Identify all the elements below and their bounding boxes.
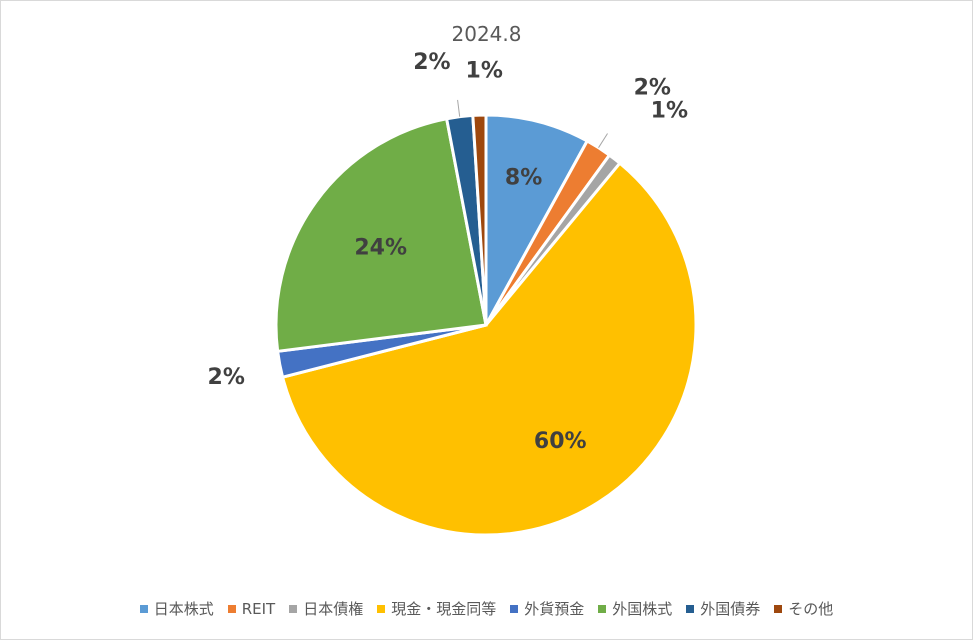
legend-label: 外国債券: [700, 600, 761, 618]
leader-lines: [457, 99, 608, 148]
legend-label: 日本株式: [153, 600, 214, 618]
data-label-7: 2%: [413, 50, 450, 75]
data-label-5: 2%: [208, 365, 245, 390]
pie-slice-8: [471, 113, 488, 326]
chart-title: 2024.8: [451, 22, 522, 46]
legend-swatch: [139, 604, 148, 613]
legend-label: その他: [788, 600, 834, 618]
pie-slice-6: [274, 116, 488, 353]
legend-item-6: 外国株式: [598, 598, 672, 619]
legend-swatch: [774, 604, 783, 613]
legend: 日本株式 REIT 日本債権 現金・現金同等 外貨預金 外国株式 外国債券 その他: [0, 598, 973, 619]
legend-swatch: [377, 604, 386, 613]
legend-swatch: [686, 604, 695, 613]
legend-swatch: [289, 604, 298, 613]
pie-slice-4: [280, 161, 698, 537]
data-label-6: 24%: [354, 235, 407, 260]
legend-label: 日本債権: [303, 600, 364, 618]
legend-swatch: [227, 604, 236, 613]
legend-swatch: [598, 604, 607, 613]
legend-item-2: REIT: [227, 599, 276, 618]
data-label-1: 8%: [505, 166, 542, 191]
legend-item-7: 外国債券: [686, 598, 760, 619]
legend-item-4: 現金・現金同等: [377, 598, 496, 619]
data-labels: 8%2%1%60%2%24%2% 1%: [208, 50, 688, 454]
legend-label: 外貨預金: [524, 600, 585, 618]
pie-slice-1: [484, 113, 590, 326]
leader-line-7: [457, 99, 461, 117]
pie-slices: [274, 113, 698, 537]
legend-item-5: 外貨預金: [510, 598, 584, 619]
data-label-3: 1%: [651, 98, 688, 123]
legend-item-3: 日本債権: [289, 598, 363, 619]
legend-item-8: その他: [774, 598, 833, 619]
data-label-4: 60%: [534, 429, 587, 454]
legend-label: 外国株式: [612, 600, 673, 618]
legend-label: REIT: [241, 599, 276, 618]
legend-item-1: 日本株式: [139, 598, 214, 619]
data-label-8: 1%: [466, 58, 503, 83]
legend-label: 現金・現金同等: [391, 600, 497, 618]
data-label-2: 2%: [634, 75, 671, 100]
leader-line-2: [598, 133, 608, 148]
legend-swatch: [510, 604, 519, 613]
